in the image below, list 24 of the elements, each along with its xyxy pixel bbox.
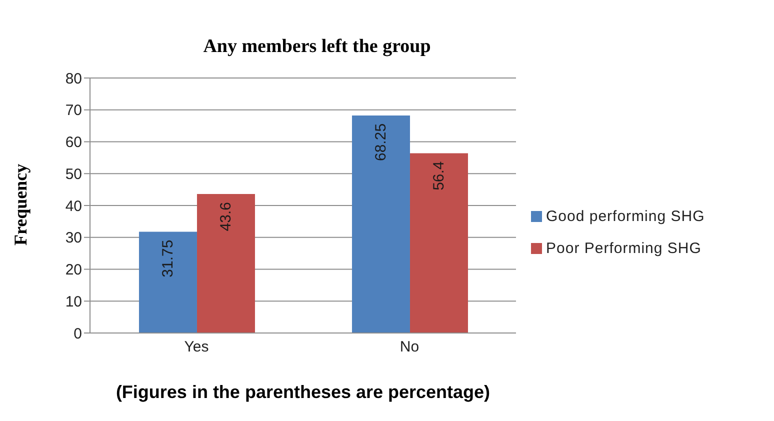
y-tick-label: 60 <box>65 134 82 152</box>
bar <box>352 115 410 333</box>
y-tick-label: 70 <box>65 102 82 120</box>
x-tick-label: Yes <box>184 338 209 356</box>
bar <box>138 232 197 333</box>
data-label: 43.6 <box>217 202 234 232</box>
data-label: 56.4 <box>430 161 448 190</box>
y-axis-title: Frequency <box>10 164 30 246</box>
x-axis-title: (Figures in the parentheses are percentage) <box>116 382 490 402</box>
data-label: 68.25 <box>372 123 390 161</box>
y-tick-label: 20 <box>65 262 82 279</box>
legend-label: Good performing SHG <box>546 208 705 225</box>
x-tick-label: No <box>400 338 420 356</box>
chart-title: Any members left the group <box>202 35 432 58</box>
y-tick-label: 10 <box>65 293 82 310</box>
y-tick-label: 30 <box>65 230 82 247</box>
bar <box>410 153 468 333</box>
y-tick-label: 50 <box>65 166 82 183</box>
data-label: 31.75 <box>159 240 176 278</box>
y-tick-label: 80 <box>65 70 82 88</box>
y-tick-label: 0 <box>74 325 82 342</box>
y-tick-label: 40 <box>65 198 82 215</box>
legend-label: Poor Performing SHG <box>546 240 702 257</box>
bar <box>196 194 255 333</box>
